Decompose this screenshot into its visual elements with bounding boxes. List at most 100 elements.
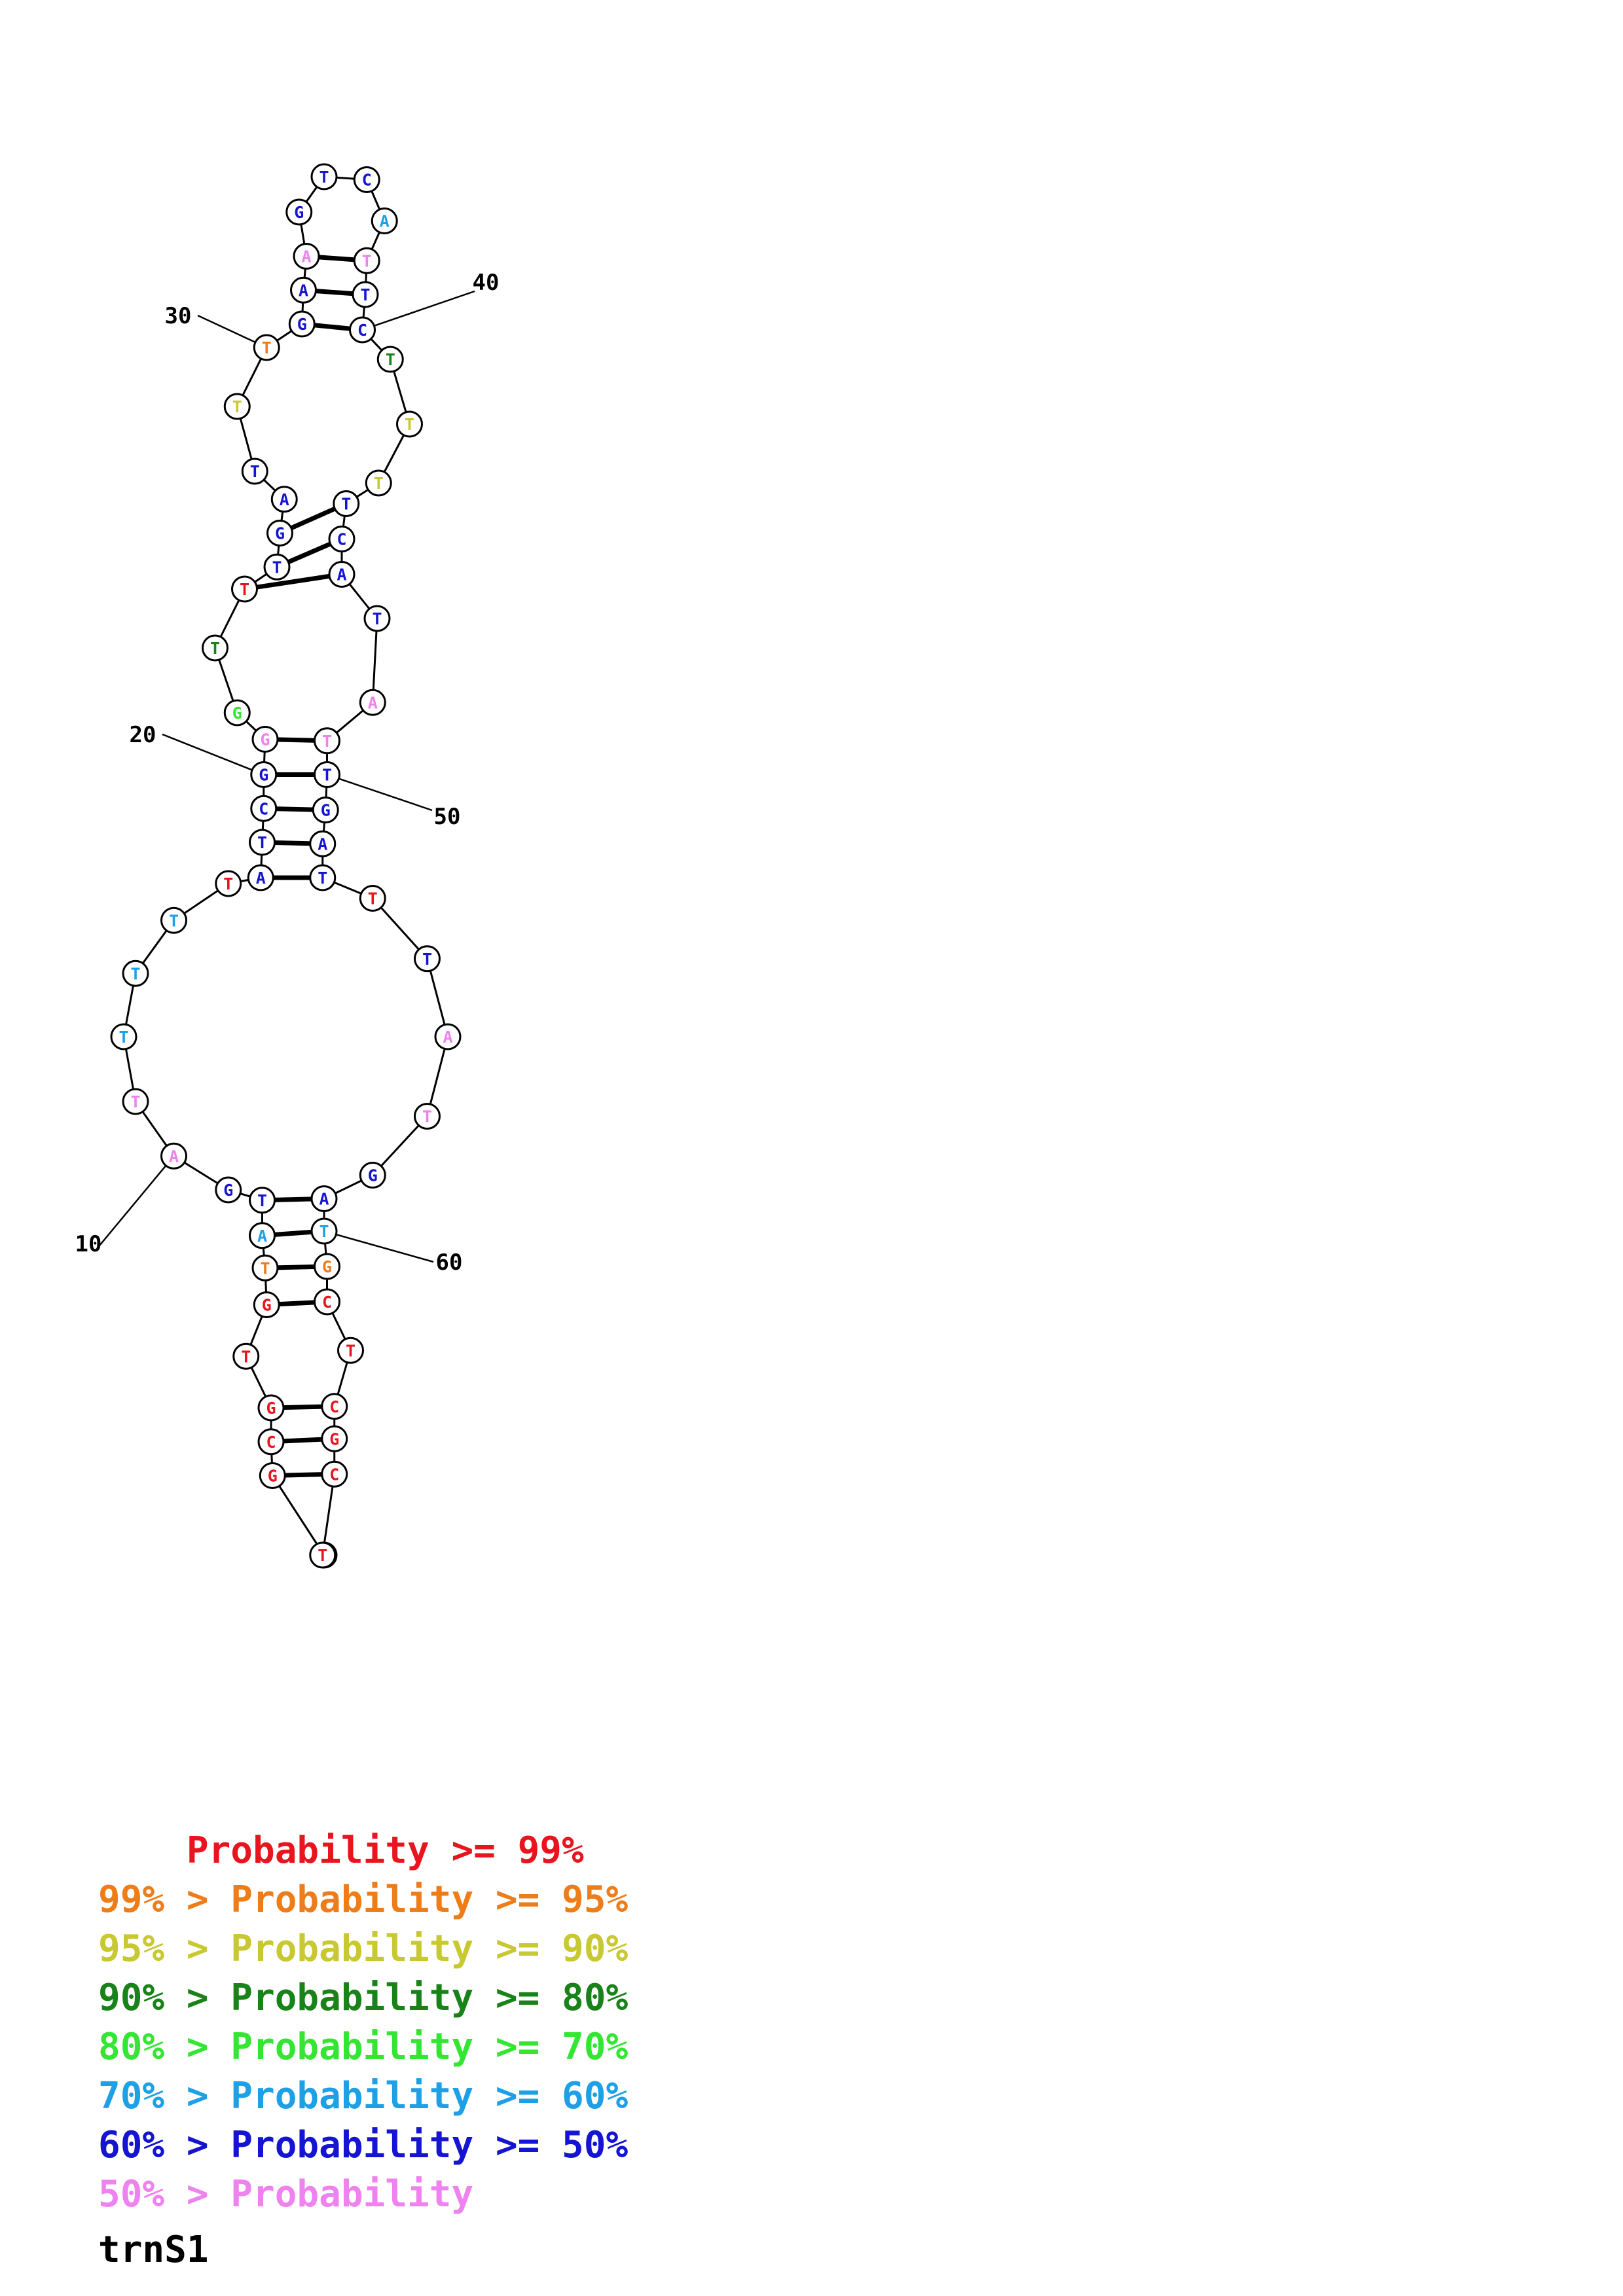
nucleotide-base: T [272,558,282,577]
nucleotide-circle [396,410,423,438]
nucleotide-base: C [362,171,372,190]
position-label: 60 [436,1249,463,1276]
nucleotide-circle [328,526,356,552]
nucleotide-base: T [318,869,327,888]
nucleotide: A [359,689,386,716]
nucleotide: T [396,410,423,438]
nucleotide: G [250,761,278,788]
position-leader-lines [99,290,475,1263]
nucleotide-base: G [266,1399,276,1418]
nucleotide: T [249,829,276,856]
nucleotide-base: T [240,580,249,599]
nucleotide-circle [250,795,278,822]
position-label: 30 [165,303,192,329]
nucleotide-base: T [241,1347,251,1366]
nucleotide-base: T [319,168,329,187]
nucleotide: T [363,605,391,632]
nucleotide-base: T [362,251,372,270]
nucleotide-base: G [275,524,285,543]
nucleotide: T [231,575,258,603]
nucleotide-base: T [422,950,432,969]
nucleotide-circle [314,761,340,788]
nucleotide: G [288,310,316,338]
nucleotide-base: G [368,1166,378,1185]
nucleotide: T [223,393,251,420]
backbone-segment [372,897,428,960]
nucleotide-circle [160,1142,187,1170]
nucleotide-base: T [130,1092,140,1111]
position-leader-line [99,1155,175,1246]
nucleotide-circle [314,1288,340,1316]
nucleotide: T [352,281,379,308]
nucleotide-circle [232,1342,260,1370]
nucleotide-base: A [380,212,390,231]
probability-legend: Probability >= 99% 99% > Probability >= 9… [98,1826,628,2219]
nucleotide: T [353,247,380,274]
nucleotide-base: C [322,1293,332,1312]
nucleotide-circle [353,247,380,274]
nucleotide-circle [257,1428,285,1456]
position-label: 40 [473,270,500,296]
base-pair-line [244,572,342,592]
nucleotide-base: C [329,1465,339,1484]
nucleotide-base: A [319,1190,329,1209]
nucleotide: G [259,1462,286,1489]
nucleotide-base: T [223,874,233,893]
nucleotide: A [270,486,298,513]
backbone-lines [122,175,449,1556]
nucleotide-circle [253,1291,280,1318]
backbone-segment [426,958,449,1037]
nucleotide-base: T [257,1191,267,1210]
nucleotide-circle [363,605,391,632]
nucleotide: G [223,699,251,726]
nucleotide-circle [249,829,276,856]
nucleotide-circle [321,1460,348,1488]
nucleotide: T [215,870,242,897]
nucleotide: T [414,945,441,973]
nucleotides: TGCGTGTATGATTTTTATCGGGTTTGATTTGAAGTCATTC… [110,163,462,1569]
nucleotide-base: G [268,1467,278,1486]
nucleotide-circle [202,634,228,662]
nucleotide-base: T [232,397,242,416]
nucleotide: G [251,726,279,753]
nucleotide-circle [122,960,149,987]
nucleotide: G [257,1394,285,1422]
rna-secondary-structure: TGCGTGTATGATTTTTATCGGGTTTGATTTGAAGTCATTC… [75,163,500,1569]
nucleotide-circle [241,457,268,485]
nucleotide-base: T [341,495,351,514]
nucleotide-circle [250,761,278,788]
nucleotide: G [285,198,313,226]
nucleotide-circle [376,346,404,373]
nucleotide-base: T [346,1341,356,1360]
position-leader-line [323,1230,434,1263]
backbone-segment [271,1475,325,1556]
nucleotide: C [321,1393,348,1420]
nucleotide-base: A [368,693,378,712]
nucleotide-base: A [299,281,308,300]
nucleotide: C [328,526,356,552]
legend-row: 99% > Probability >= 95% [98,1878,629,1921]
nucleotide: A [249,1222,276,1249]
nucleotide: T [337,1336,364,1364]
nucleotide: G [253,1291,280,1318]
position-leader-line [162,733,264,776]
nucleotide-base: G [322,1257,332,1276]
nucleotide-base: A [301,247,311,266]
nucleotide-circle [349,316,376,344]
nucleotide-circle [270,486,298,513]
nucleotide: A [160,1142,187,1170]
nucleotide-circle [310,1217,338,1245]
legend-row: 50% > Probability [98,2173,474,2215]
nucleotide-circle [359,885,386,912]
nucleotide-base: T [318,1546,327,1565]
nucleotide: C [257,1428,285,1456]
legend-row: Probability >= 99% [98,1829,584,1872]
nucleotide-base: T [368,889,378,908]
nucleotide: A [328,561,356,588]
nucleotide: A [434,1023,462,1050]
nucleotide: T [359,885,386,912]
nucleotide-circle [309,864,337,891]
nucleotide: T [309,1541,337,1569]
nucleotide-circle [215,870,242,897]
nucleotide: A [371,207,398,234]
